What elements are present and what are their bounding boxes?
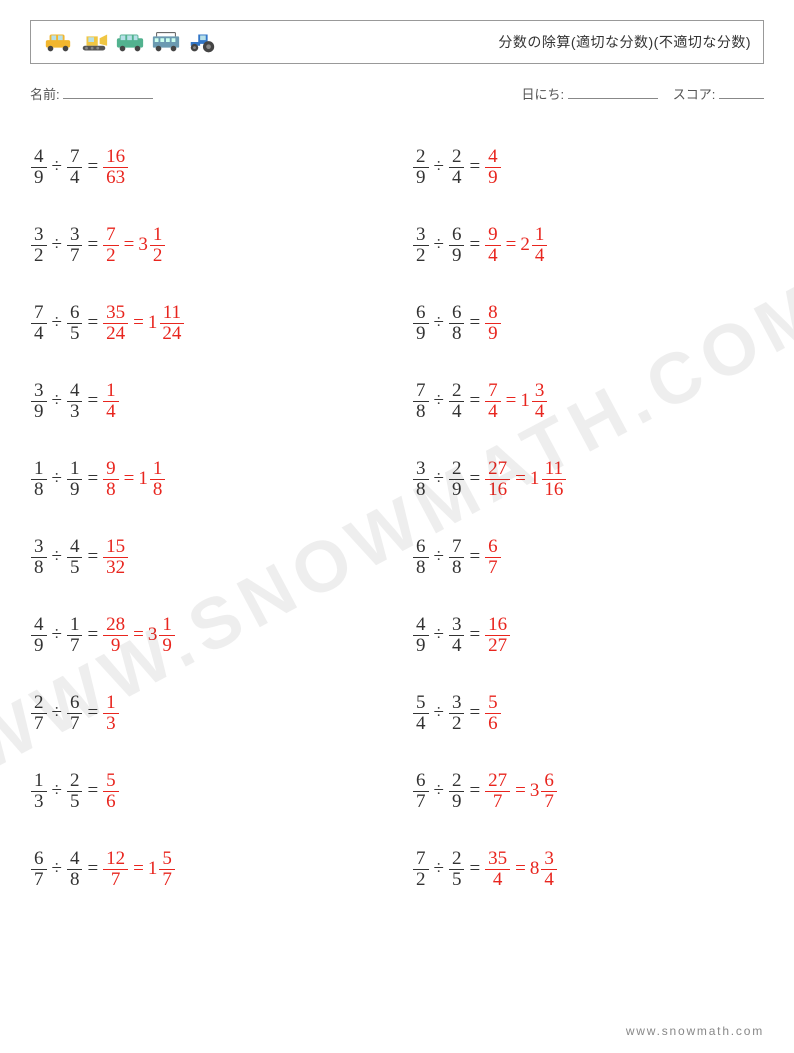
- score-label: スコア:: [673, 87, 716, 102]
- problems-container: 49÷74=166332÷37=72=31274÷65=3524=1112439…: [30, 128, 764, 908]
- problems-left-column: 49÷74=166332÷37=72=31274÷65=3524=1112439…: [30, 128, 382, 908]
- problem-row: 49÷74=1663: [30, 128, 382, 206]
- problem-row: 49÷17=289=319: [30, 596, 382, 674]
- footer-link: www.snowmath.com: [626, 1024, 764, 1038]
- problem-row: 18÷19=98=118: [30, 440, 382, 518]
- tractor-icon: [187, 30, 217, 54]
- problem-row: 27÷67=13: [30, 674, 382, 752]
- worksheet-header: 分数の除算(適切な分数)(不適切な分数): [30, 20, 764, 64]
- date-blank[interactable]: [568, 85, 658, 99]
- problem-row: 54÷32=56: [412, 674, 764, 752]
- info-row: 名前: 日にち: スコア:: [30, 84, 764, 103]
- problem-row: 39÷43=14: [30, 362, 382, 440]
- van-icon: [115, 30, 145, 54]
- date-label: 日にち:: [522, 87, 565, 102]
- problem-row: 32÷69=94=214: [412, 206, 764, 284]
- problem-row: 67÷29=277=367: [412, 752, 764, 830]
- bus-icon: [151, 30, 181, 54]
- problem-row: 29÷24=49: [412, 128, 764, 206]
- problem-row: 49÷34=1627: [412, 596, 764, 674]
- problem-row: 38÷29=2716=11116: [412, 440, 764, 518]
- problem-row: 13÷25=56: [30, 752, 382, 830]
- problems-right-column: 29÷24=4932÷69=94=21469÷68=8978÷24=74=134…: [412, 128, 764, 908]
- problem-row: 72÷25=354=834: [412, 830, 764, 908]
- problem-row: 68÷78=67: [412, 518, 764, 596]
- problem-row: 78÷24=74=134: [412, 362, 764, 440]
- problem-row: 74÷65=3524=11124: [30, 284, 382, 362]
- problem-row: 69÷68=89: [412, 284, 764, 362]
- vehicle-icons: [43, 30, 217, 54]
- score-blank[interactable]: [719, 85, 764, 99]
- problem-row: 38÷45=1532: [30, 518, 382, 596]
- problem-row: 67÷48=127=157: [30, 830, 382, 908]
- name-label: 名前:: [30, 87, 60, 102]
- name-blank[interactable]: [63, 85, 153, 99]
- problem-row: 32÷37=72=312: [30, 206, 382, 284]
- car-icon: [43, 30, 73, 54]
- bulldozer-icon: [79, 30, 109, 54]
- worksheet-title: 分数の除算(適切な分数)(不適切な分数): [498, 32, 751, 52]
